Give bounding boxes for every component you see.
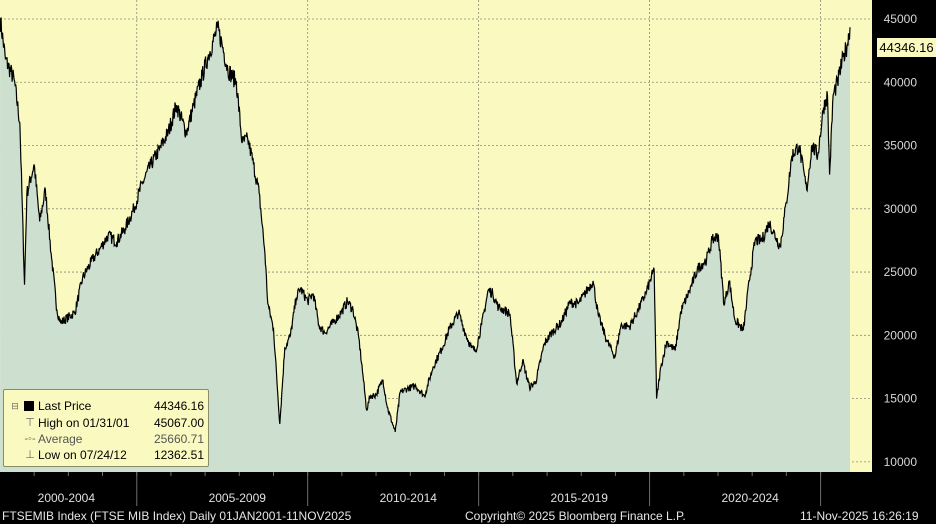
- plot-right-margin: [850, 0, 872, 472]
- y-tick-label: 20000: [884, 328, 918, 342]
- legend-label: Average: [38, 432, 83, 446]
- legend-value: 25660.71: [153, 432, 204, 446]
- legend-label: Low on 07/24/12: [38, 448, 127, 462]
- legend-row-average: -◦- Average 25660.71: [4, 431, 208, 447]
- price-line: [0, 17, 851, 433]
- x-tick-label: 2000-2004: [38, 491, 96, 505]
- last-price-swatch-icon: [24, 401, 34, 411]
- y-tick-label: 15000: [884, 392, 918, 406]
- x-tick-label: 2010-2014: [380, 491, 438, 505]
- x-tick-label: 2005-2009: [209, 491, 267, 505]
- legend-row-low: ⊥ Low on 07/24/12 12362.51: [4, 447, 208, 463]
- last-price-marker: 44346.16: [877, 38, 936, 57]
- x-axis: 2000-2004 2005-2009 2010-2014 2015-2019 2020…: [33, 472, 822, 506]
- legend-box: ⊟ Last Price 44346.16 ⊤ High on 01/31/01…: [3, 389, 209, 467]
- y-axis-ticks: 10000 15000 20000 25000 30000 35000 40000 45000: [884, 12, 918, 469]
- legend-value: 12362.51: [153, 448, 204, 462]
- high-marker-icon: ⊤: [25, 417, 35, 429]
- y-tick-label: 10000: [884, 455, 918, 469]
- x-tick-label: 2015-2019: [551, 491, 609, 505]
- y-tick-label: 25000: [884, 265, 918, 279]
- y-tick-label: 40000: [884, 75, 918, 89]
- legend-value: 45067.00: [153, 416, 204, 430]
- legend-label: High on 01/31/01: [38, 416, 130, 430]
- collapse-icon[interactable]: ⊟: [11, 401, 19, 411]
- footer-timestamp: 11-Nov-2025 16:26:19: [800, 509, 919, 523]
- price-area: [0, 17, 850, 473]
- average-line-icon: -◦-: [24, 433, 36, 445]
- y-tick-label: 45000: [884, 12, 918, 26]
- legend-label: Last Price: [38, 399, 92, 413]
- legend-row-last-price: ⊟ Last Price 44346.16: [4, 398, 208, 414]
- legend-row-high: ⊤ High on 01/31/01 45067.00: [4, 415, 208, 431]
- footer-title: FTSEMIB Index (FTSE MIB Index) Daily 01J…: [2, 509, 352, 523]
- y-tick-label: 35000: [884, 139, 918, 153]
- footer-copyright: Copyright© 2025 Bloomberg Finance L.P.: [465, 509, 686, 523]
- low-marker-icon: ⊥: [25, 449, 35, 461]
- y-tick-label: 30000: [884, 202, 918, 216]
- legend-value: 44346.16: [153, 399, 204, 413]
- x-tick-label: 2020-2024: [721, 491, 779, 505]
